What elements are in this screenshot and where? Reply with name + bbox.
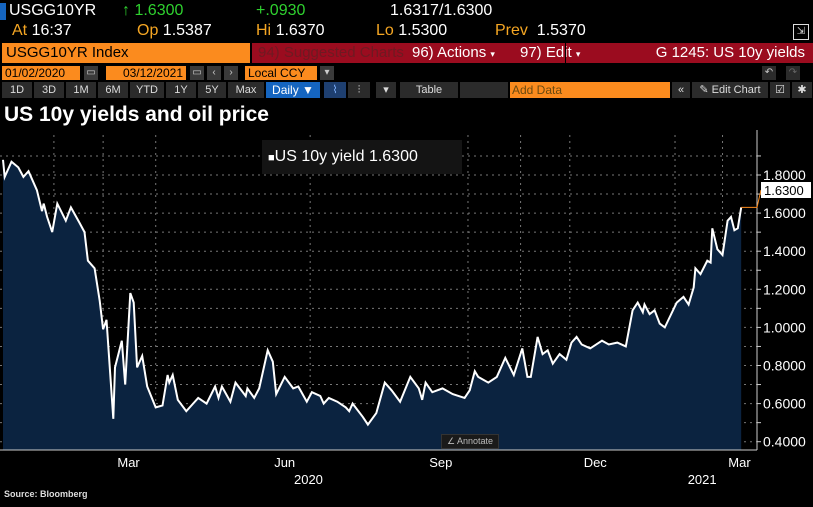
x-tick-label: Dec — [584, 455, 608, 470]
x-year-label: 2020 — [294, 472, 323, 487]
annotate-button[interactable]: ∠ Annotate — [441, 434, 499, 449]
period-button-6m[interactable]: 6M — [98, 82, 128, 98]
time-value: 16:37 — [31, 22, 72, 39]
undo-button[interactable]: ↶ — [762, 66, 776, 80]
bar-chart-icon[interactable]: ⫶ — [348, 82, 370, 98]
legend-series-name: US 10y yield — [274, 148, 365, 165]
divider — [565, 43, 566, 63]
gear-icon[interactable]: ✱ — [792, 82, 812, 98]
edit-chart-label: Edit Chart — [711, 84, 761, 96]
frequency-label: Daily — [272, 83, 299, 97]
prev-period-button[interactable]: ‹ — [207, 66, 221, 80]
y-ticks: 0.4000 0.6000 0.8000 1.0000 1.2000 1.4000 1.60… — [757, 155, 806, 450]
legend-swatch: ■ — [268, 152, 275, 164]
collapse-icon[interactable]: « — [672, 82, 690, 98]
security-marker — [0, 3, 6, 20]
line-chart-icon[interactable]: ⌇ — [324, 82, 346, 98]
series-area — [3, 159, 742, 451]
low-value: 1.5300 — [398, 22, 448, 39]
period-button-1m[interactable]: 1M — [66, 82, 96, 98]
x-tick-label: Mar — [728, 455, 751, 470]
at-label: At — [12, 22, 28, 39]
last-price: ↑ 1.6300 — [122, 2, 183, 20]
dropdown-arrow-icon[interactable]: ▾ — [320, 66, 334, 80]
prev-value: 1.5370 — [536, 22, 586, 39]
chevron-down-icon: ▾ — [490, 49, 495, 59]
table-button[interactable]: Table — [400, 82, 458, 98]
source-note: Source: Bloomberg — [4, 489, 88, 499]
start-date-field[interactable]: 01/02/2020 — [2, 66, 80, 80]
x-year-label: 2021 — [688, 472, 717, 487]
last-value-line — [741, 189, 762, 208]
period-button-ytd[interactable]: YTD — [130, 82, 164, 98]
y-tick-label: 0.4000 — [763, 434, 806, 450]
annotate-label: Annotate — [457, 436, 494, 446]
y-tick-label: 1.0000 — [763, 319, 806, 335]
calendar-icon[interactable]: ▭ — [84, 66, 98, 80]
prev-field: Prev 1.5370 — [495, 22, 586, 40]
up-arrow-icon: ↑ — [122, 2, 135, 19]
open-label: Op — [137, 22, 159, 39]
x-ticks: Mar Jun Sep Dec Mar 2020 2021 — [117, 455, 751, 487]
next-period-button[interactable]: › — [224, 66, 238, 80]
x-tick-label: Jun — [274, 455, 295, 470]
currency-select[interactable]: Local CCY — [245, 66, 317, 80]
y-tick-label: 1.6000 — [763, 205, 806, 221]
chart-id: G 1245: US 10y yields — [655, 44, 805, 61]
pencil-icon: ✎ — [699, 84, 709, 96]
high-field: Hi 1.6370 — [256, 22, 325, 40]
suggested-charts-menu[interactable]: 94) Suggested Charts — [258, 44, 404, 61]
end-date-field[interactable]: 03/12/2021 — [106, 66, 186, 80]
last-value-label: 1.6300 — [764, 183, 804, 198]
bid-ask: 1.6317/1.6300 — [390, 2, 493, 19]
period-button-5y[interactable]: 5Y — [198, 82, 226, 98]
period-button-max[interactable]: Max — [228, 82, 264, 98]
y-tick-label: 1.4000 — [763, 243, 806, 259]
open-field: Op 1.5387 — [137, 22, 212, 40]
y-tick-label: 1.2000 — [763, 281, 806, 297]
period-button-1y[interactable]: 1Y — [166, 82, 196, 98]
actions-menu[interactable]: 96) Actions ▾ — [412, 43, 512, 63]
menu-bar — [252, 43, 813, 63]
period-button-1d[interactable]: 1D — [2, 82, 32, 98]
x-tick-label: Mar — [117, 455, 140, 470]
x-tick-label: Sep — [429, 455, 452, 470]
chevron-down-icon: ▾ — [575, 49, 581, 59]
low-field: Lo 1.5300 — [376, 22, 447, 40]
add-data-input[interactable]: Add Data — [510, 82, 670, 98]
popout-icon[interactable]: ⇲ — [793, 24, 809, 40]
chart-title: US 10y yields and oil price — [4, 103, 269, 126]
high-value: 1.6370 — [275, 22, 325, 39]
y-tick-label: 1.8000 — [763, 167, 806, 183]
spacer — [460, 82, 508, 98]
calendar-icon[interactable]: ▭ — [190, 66, 204, 80]
checkbox-icon[interactable]: ☑ — [770, 82, 790, 98]
frequency-select[interactable]: Daily ▼ — [266, 82, 320, 98]
last-value-box — [761, 182, 811, 198]
redo-button[interactable]: ↷ — [786, 66, 800, 80]
legend-last-value: 1.6300 — [368, 148, 418, 165]
pencil-icon: ∠ — [446, 436, 458, 446]
ticker: USGG10YR — [9, 2, 97, 19]
chart-type-dropdown[interactable]: ▾ — [376, 82, 396, 98]
last-price-value: 1.6300 — [134, 2, 184, 19]
security-field[interactable]: USGG10YR Index — [2, 43, 250, 63]
legend: ■US 10y yield 1.6300 — [262, 140, 462, 174]
high-label: Hi — [256, 22, 272, 39]
net-change: +.0930 — [256, 2, 306, 19]
series-line — [2, 159, 743, 427]
prev-label: Prev — [495, 22, 528, 39]
actions-label: 96) Actions — [412, 44, 487, 61]
low-label: Lo — [376, 22, 394, 39]
edit-menu[interactable]: 97) Edit ▾ — [520, 43, 580, 63]
y-tick-label: 0.6000 — [763, 396, 806, 412]
edit-chart-button[interactable]: ✎ Edit Chart — [692, 82, 768, 98]
y-tick-label: 0.8000 — [763, 358, 806, 374]
period-button-3d[interactable]: 3D — [34, 82, 64, 98]
edit-label: 97) Edit — [520, 44, 572, 61]
open-value: 1.5387 — [162, 22, 212, 39]
time-field: At 16:37 — [12, 22, 72, 40]
